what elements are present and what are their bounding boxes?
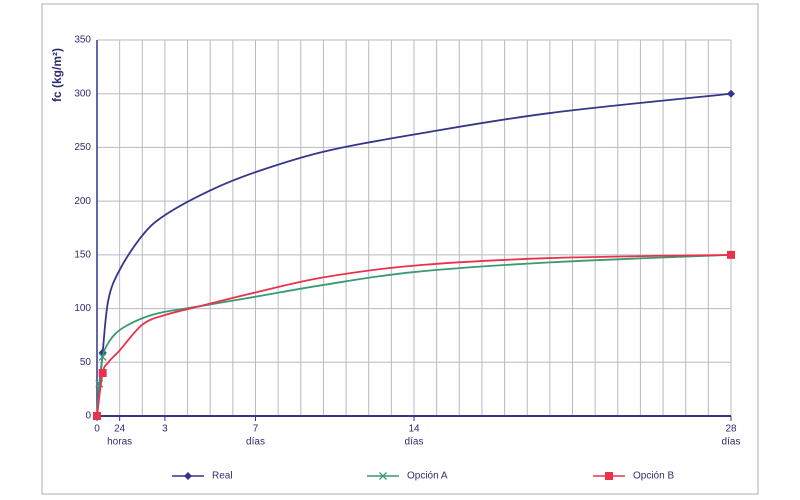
y-tick-label: 50 xyxy=(80,357,92,368)
legend-label: Opción B xyxy=(633,471,674,482)
series-line xyxy=(96,92,732,417)
x-tick-sublabel: días xyxy=(246,437,265,448)
x-tick-sublabel: días xyxy=(405,437,424,448)
point xyxy=(727,89,735,98)
y-tick-label: 350 xyxy=(74,35,91,46)
legend-label: Real xyxy=(212,471,233,482)
y-tick-label: 250 xyxy=(74,142,91,153)
legend-marker xyxy=(605,472,613,480)
x-tick-label: 3 xyxy=(162,424,168,435)
x-tick-sublabel: días xyxy=(722,437,741,448)
y-tick-label: 200 xyxy=(74,196,91,207)
legend-marker xyxy=(184,472,192,480)
frame xyxy=(41,3,759,495)
y-axis-title: fc (kg/m²) xyxy=(50,48,64,102)
x-tick-label: 0 xyxy=(94,424,100,435)
y-tick-label: 100 xyxy=(74,303,91,314)
series-line xyxy=(96,253,732,417)
legend-label: Opción A xyxy=(407,471,448,482)
x-tick-label: 7 xyxy=(253,424,259,435)
series-line xyxy=(96,253,732,417)
legend-marker xyxy=(379,472,387,480)
y-tick-label: 0 xyxy=(85,411,91,422)
point xyxy=(93,412,101,420)
x-tick-label: 24 xyxy=(114,424,126,435)
point xyxy=(98,352,107,361)
y-tick-label: 150 xyxy=(74,249,91,260)
x-tick-label: 28 xyxy=(725,424,737,435)
point xyxy=(727,250,735,259)
point xyxy=(98,369,107,378)
x-tick-sublabel: horas xyxy=(107,437,132,448)
y-tick-label: 300 xyxy=(74,88,91,99)
x-tick-label: 14 xyxy=(408,424,420,435)
